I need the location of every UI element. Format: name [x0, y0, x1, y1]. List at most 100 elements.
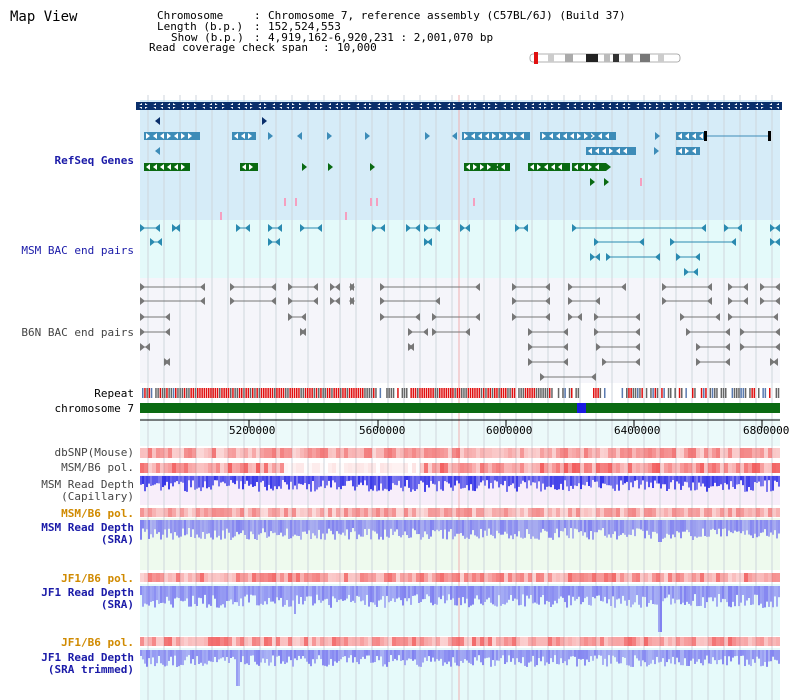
read-depth-bar	[246, 650, 248, 664]
read-depth-bar	[448, 650, 450, 662]
region-info: Chromosome : Chromosome 7, reference ass…	[149, 9, 626, 54]
read-depth-bar	[202, 476, 204, 488]
read-depth-bar	[612, 586, 614, 597]
read-depth-bar	[600, 476, 602, 489]
read-depth-bar	[678, 650, 680, 663]
read-depth-bar	[198, 650, 200, 665]
read-depth-bar	[356, 586, 358, 596]
read-depth-bar	[268, 586, 270, 598]
polymorphism-cell	[156, 573, 160, 582]
polymorphism-cell	[384, 463, 388, 473]
read-depth-bar	[250, 650, 252, 656]
polymorphism-cell	[360, 463, 364, 473]
gene-arrow	[692, 148, 696, 154]
read-depth-bar	[396, 650, 398, 661]
track-label-refseq-genes[interactable]: RefSeq Genes	[54, 154, 134, 167]
track-label-msm-bac[interactable]: MSM BAC end pairs	[21, 244, 134, 257]
read-depth-bar	[496, 650, 498, 661]
polymorphism-cell	[764, 463, 768, 473]
read-depth-bar	[626, 586, 628, 606]
polymorphism-cell	[404, 637, 408, 646]
polymorphism-cell	[516, 463, 520, 473]
read-depth-bar	[628, 586, 630, 600]
polymorphism-cell	[528, 637, 532, 646]
polymorphism-cell	[160, 463, 164, 473]
repeat-feature	[309, 388, 311, 398]
read-depth-bar	[478, 650, 480, 656]
read-depth-bar	[368, 520, 370, 529]
gene-arrow	[590, 178, 595, 186]
read-depth-bar	[498, 476, 500, 488]
gene-arrow	[725, 358, 730, 366]
read-depth-bar	[676, 476, 678, 482]
repeat-feature	[318, 388, 320, 398]
polymorphism-cell	[300, 508, 304, 517]
read-depth-bar	[738, 520, 740, 532]
gene-arrow	[605, 133, 609, 139]
read-depth-bar	[538, 476, 540, 482]
read-depth-bar	[220, 520, 222, 540]
read-depth-bar	[168, 476, 170, 490]
read-depth-bar	[722, 586, 724, 599]
repeat-feature	[678, 388, 681, 398]
polymorphism-cell	[236, 637, 240, 646]
read-depth-bar	[600, 650, 602, 656]
read-depth-bar	[174, 650, 176, 656]
polymorphism-cell	[280, 448, 284, 458]
read-depth-bar	[712, 520, 714, 529]
polymorphism-cell	[452, 573, 456, 582]
repeat-feature	[551, 388, 553, 398]
polymorphism-cell	[692, 448, 696, 458]
read-depth-bar	[262, 476, 264, 481]
read-depth-bar	[580, 650, 582, 660]
polymorphism-cell	[512, 508, 516, 517]
polymorphism-cell	[484, 573, 488, 582]
read-depth-bar	[744, 520, 746, 535]
polymorphism-cell	[452, 508, 456, 517]
read-depth-bar	[454, 476, 456, 486]
read-depth-bar	[288, 476, 290, 490]
read-depth-bar	[730, 586, 732, 608]
polymorphism-cell	[416, 637, 420, 646]
polymorphism-cell	[528, 508, 532, 517]
repeat-feature	[144, 388, 146, 398]
read-depth-bar	[482, 586, 484, 606]
read-depth-bar	[278, 586, 280, 601]
read-depth-bar	[528, 476, 530, 481]
ideogram-band	[548, 54, 554, 62]
read-depth-bar	[630, 586, 632, 608]
polymorphism-cell	[260, 508, 264, 517]
polymorphism-cell	[540, 573, 544, 582]
polymorphism-cell	[636, 637, 640, 646]
read-depth-bar	[288, 650, 290, 657]
polymorphism-cell	[724, 448, 728, 458]
read-depth-bar	[596, 520, 598, 533]
read-depth-bar	[218, 650, 220, 660]
polymorphism-cell	[236, 573, 240, 582]
read-depth-bar	[676, 586, 678, 600]
read-depth-bar	[506, 650, 508, 663]
gene-arrow	[588, 148, 592, 154]
polymorphism-cell	[308, 463, 312, 473]
polymorphism-cell	[248, 637, 252, 646]
read-depth-bar	[492, 520, 494, 536]
polymorphism-cell	[492, 573, 496, 582]
gene-arrow	[475, 313, 480, 321]
repeat-feature	[692, 388, 694, 398]
read-depth-bar	[562, 476, 564, 490]
track-label-b6n-bac[interactable]: B6N BAC end pairs	[21, 326, 134, 339]
polymorphism-cell	[220, 637, 224, 646]
read-depth-bar	[270, 586, 272, 602]
polymorphism-cell	[296, 508, 300, 517]
polymorphism-cell	[452, 637, 456, 646]
repeat-feature	[379, 388, 382, 398]
read-depth-bar	[390, 586, 392, 601]
read-depth-bar	[204, 650, 206, 664]
repeat-feature	[146, 388, 148, 398]
gene-arrow	[174, 164, 178, 170]
read-depth-bar	[452, 586, 454, 599]
polymorphism-cell	[344, 637, 348, 646]
polymorphism-cell	[608, 463, 612, 473]
repeat-feature	[762, 388, 764, 398]
